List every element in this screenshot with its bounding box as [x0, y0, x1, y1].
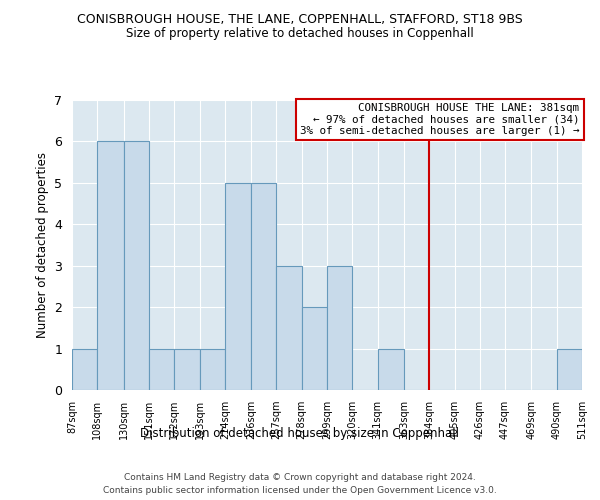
Text: Contains public sector information licensed under the Open Government Licence v3: Contains public sector information licen…	[103, 486, 497, 495]
Bar	[149, 348, 174, 390]
Bar	[174, 348, 199, 390]
Text: Distribution of detached houses by size in Coppenhall: Distribution of detached houses by size …	[140, 428, 460, 440]
Bar	[302, 307, 327, 390]
Bar	[327, 266, 352, 390]
Bar	[251, 183, 277, 390]
Bar	[199, 348, 225, 390]
Bar	[97, 142, 124, 390]
Bar	[72, 348, 97, 390]
Text: Size of property relative to detached houses in Coppenhall: Size of property relative to detached ho…	[126, 28, 474, 40]
Bar	[377, 348, 404, 390]
Bar	[557, 348, 582, 390]
Text: Contains HM Land Registry data © Crown copyright and database right 2024.: Contains HM Land Registry data © Crown c…	[124, 472, 476, 482]
Text: CONISBROUGH HOUSE THE LANE: 381sqm
← 97% of detached houses are smaller (34)
3% : CONISBROUGH HOUSE THE LANE: 381sqm ← 97%…	[300, 103, 580, 136]
Bar	[277, 266, 302, 390]
Text: CONISBROUGH HOUSE, THE LANE, COPPENHALL, STAFFORD, ST18 9BS: CONISBROUGH HOUSE, THE LANE, COPPENHALL,…	[77, 12, 523, 26]
Y-axis label: Number of detached properties: Number of detached properties	[36, 152, 49, 338]
Bar	[225, 183, 251, 390]
Bar	[124, 142, 149, 390]
